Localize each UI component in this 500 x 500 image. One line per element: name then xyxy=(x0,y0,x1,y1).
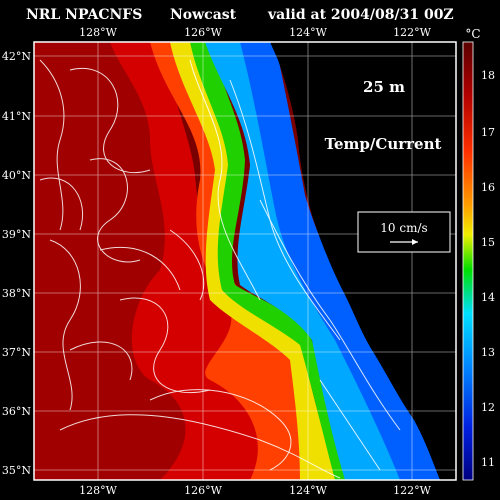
colorbar: °C 18 17 16 15 14 13 12 11 xyxy=(462,27,495,481)
lat-label: 37°N xyxy=(2,346,31,359)
colorbar-tick: 16 xyxy=(481,181,495,194)
lon-label: 124°W xyxy=(289,26,327,39)
colorbar-tick: 18 xyxy=(481,69,495,82)
colorbar-tick: 13 xyxy=(481,346,495,359)
lat-label: 39°N xyxy=(2,228,31,241)
lat-label: 36°N xyxy=(2,405,31,418)
lat-label: 38°N xyxy=(2,287,31,300)
field-label: Temp/Current xyxy=(325,135,442,153)
map-field xyxy=(34,42,456,480)
lat-label: 42°N xyxy=(2,50,31,63)
lon-label: 124°W xyxy=(289,484,327,497)
lat-label: 41°N xyxy=(2,110,31,123)
lon-label: 122°W xyxy=(393,26,431,39)
lat-label: 35°N xyxy=(2,464,31,477)
colorbar-unit: °C xyxy=(465,27,480,41)
lat-axis: 42°N 41°N 40°N 39°N 38°N 37°N 36°N 35°N xyxy=(2,50,31,477)
lon-label: 128°W xyxy=(79,26,117,39)
current-streamlines xyxy=(39,59,401,479)
colorbar-tick: 14 xyxy=(481,291,495,304)
colorbar-tick: 12 xyxy=(481,401,495,414)
lon-label: 126°W xyxy=(184,484,222,497)
colorbar-tick: 11 xyxy=(481,456,495,469)
lon-label: 126°W xyxy=(184,26,222,39)
lon-label: 122°W xyxy=(393,484,431,497)
header-title: NRL NPACNFS xyxy=(26,7,142,23)
header-mode: Nowcast xyxy=(170,7,237,23)
vector-scale-label: 10 cm/s xyxy=(380,221,427,235)
lat-label: 40°N xyxy=(2,169,31,182)
colorbar-tick: 15 xyxy=(481,236,495,249)
depth-label: 25 m xyxy=(363,78,405,96)
lon-axis: 128°W 126°W 124°W 122°W 128°W 126°W 124°… xyxy=(79,26,431,497)
lon-label: 128°W xyxy=(79,484,117,497)
header-valid: valid at 2004/08/31 00Z xyxy=(267,7,454,23)
colorbar-tick: 17 xyxy=(481,126,495,139)
vector-scale-legend: 10 cm/s xyxy=(357,211,451,253)
colorbar-scale xyxy=(462,41,474,481)
